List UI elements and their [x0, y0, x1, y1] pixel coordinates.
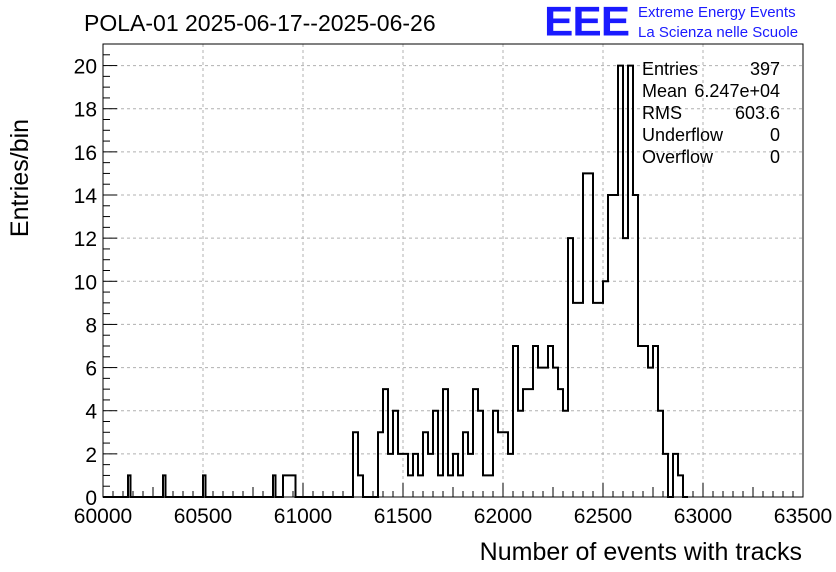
y-tick-label: 0 — [85, 487, 97, 510]
x-tick-label: 63000 — [674, 505, 732, 528]
y-tick-label: 6 — [85, 358, 97, 381]
stats-key: RMS — [642, 103, 682, 123]
y-tick-label: 2 — [85, 444, 97, 467]
x-tick-label: 61500 — [374, 505, 432, 528]
stats-row-mean: Mean 6.247e+04 — [642, 80, 780, 102]
logo-line-1: Extreme Energy Events — [638, 4, 796, 21]
plot-title: POLA-01 2025-06-17--2025-06-26 — [84, 10, 436, 36]
stats-row-entries: Entries 397 — [642, 58, 780, 80]
eee-logo: EEE — [544, 0, 630, 45]
stats-row-rms: RMS 603.6 — [642, 102, 780, 124]
x-tick-label: 60000 — [74, 505, 132, 528]
stats-key: Underflow — [642, 125, 724, 145]
stats-key: Entries — [642, 59, 699, 79]
x-tick-label: 60500 — [174, 505, 232, 528]
y-tick-label: 16 — [74, 142, 97, 165]
stats-row-overflow: Overflow 0 — [642, 146, 780, 168]
stats-key: Mean — [642, 81, 688, 101]
y-tick-label: 18 — [74, 99, 97, 122]
x-axis-label: Number of events with tracks — [479, 538, 802, 566]
stats-value: 397 — [749, 59, 780, 79]
stats-row-underflow: Underflow 0 — [642, 124, 780, 146]
y-tick-label: 20 — [74, 56, 97, 79]
x-tick-label: 62500 — [574, 505, 632, 528]
stats-value: 6.247e+04 — [694, 81, 780, 101]
y-tick-label: 4 — [85, 401, 97, 424]
y-tick-label: 12 — [74, 228, 97, 251]
x-tick-label: 61000 — [274, 505, 332, 528]
y-tick-label: 8 — [85, 314, 97, 337]
stats-value: 603.6 — [734, 103, 780, 123]
y-axis-label: Entries/bin — [6, 118, 34, 238]
x-tick-label: 62000 — [474, 505, 532, 528]
x-tick-label: 63500 — [774, 505, 832, 528]
y-tick-label: 10 — [74, 271, 97, 294]
logo-line-2: La Scienza nelle Scuole — [638, 24, 799, 41]
stats-box: Entries 397 Mean 6.247e+04 RMS 603.6 Und… — [642, 58, 780, 168]
y-tick-label: 14 — [74, 185, 98, 208]
stats-key: Overflow — [642, 147, 714, 167]
histogram-line — [103, 64, 688, 498]
stats-value: 0 — [769, 147, 780, 167]
stats-value: 0 — [769, 125, 780, 145]
